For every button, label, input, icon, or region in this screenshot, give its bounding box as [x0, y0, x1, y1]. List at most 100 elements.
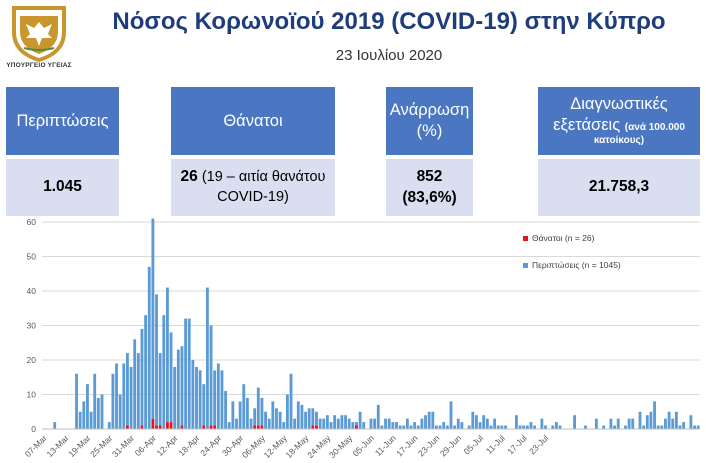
case-bar — [624, 425, 627, 429]
case-bar — [256, 387, 260, 426]
logo-text: ΥΠΟΥΡΓΕΙΟ ΥΓΕΙΑΣ — [6, 62, 72, 69]
case-bar — [482, 415, 486, 429]
tests-label-2: εξετάσεις — [553, 115, 621, 134]
case-bar — [75, 373, 78, 429]
case-bar — [285, 394, 289, 429]
case-bar — [544, 425, 547, 429]
case-bar — [696, 425, 700, 429]
case-bar — [435, 425, 438, 429]
death-bar — [256, 425, 260, 429]
case-bar — [180, 346, 184, 426]
case-bar — [187, 318, 191, 429]
x-tick-label: 07-Mar — [23, 433, 49, 459]
legend-swatch — [523, 236, 528, 241]
x-tick-label: 05-Jun — [351, 433, 377, 459]
case-bar — [329, 422, 333, 429]
case-bar — [140, 328, 144, 426]
case-bar — [289, 373, 293, 429]
death-bar — [158, 425, 162, 429]
case-bar — [344, 415, 347, 429]
case-bar — [609, 418, 613, 429]
case-bar — [460, 422, 464, 429]
case-bar — [340, 415, 344, 429]
case-bar — [82, 401, 86, 429]
x-tick-label: 23-Jun — [416, 433, 442, 459]
death-bar — [166, 422, 169, 429]
case-bar — [173, 366, 177, 429]
x-tick-label: 31-Mar — [110, 433, 136, 459]
case-bar — [300, 404, 304, 429]
case-bar — [78, 411, 82, 429]
recovery-value-pct: (83,6%) — [402, 188, 457, 206]
case-bar — [155, 294, 158, 426]
case-bar — [493, 418, 497, 429]
case-bar — [118, 394, 122, 429]
case-bar — [405, 418, 409, 429]
case-bar — [420, 418, 424, 429]
case-bar — [275, 408, 278, 429]
case-bar — [667, 411, 671, 429]
case-bar — [475, 415, 478, 429]
case-bar — [456, 418, 460, 429]
case-bar — [504, 425, 507, 429]
case-bar — [296, 401, 300, 429]
x-tick-label: 11-Jun — [373, 433, 398, 458]
y-tick-label: 20 — [27, 355, 37, 365]
case-bar — [594, 418, 598, 429]
case-bar — [427, 411, 431, 429]
death-bar — [209, 425, 213, 429]
case-bar — [674, 411, 678, 429]
case-bar — [122, 363, 126, 429]
case-bar — [362, 422, 366, 429]
case-bar — [307, 408, 311, 429]
cases-value: 1.045 — [43, 178, 82, 196]
tests-value: 21.758,3 — [588, 178, 650, 196]
case-bar — [216, 363, 220, 429]
case-bar — [231, 401, 235, 429]
deaths-value: 26 — [180, 168, 198, 186]
death-bar — [140, 425, 144, 429]
case-bar — [333, 415, 337, 429]
cases-label: Περιπτώσεις — [16, 111, 109, 130]
case-bar — [224, 391, 228, 429]
y-tick-label: 30 — [27, 321, 37, 331]
case-bar — [558, 425, 562, 429]
case-bar — [613, 425, 616, 429]
case-bar — [151, 218, 155, 419]
case-bar — [682, 422, 686, 429]
case-bar — [500, 425, 504, 429]
page-date: 23 Ιουλίου 2020 — [335, 47, 443, 64]
x-tick-label: 24-Apr — [198, 433, 223, 458]
case-bar — [89, 411, 93, 429]
case-bar — [369, 418, 373, 429]
ministry-coat-of-arms-logo — [12, 6, 66, 62]
case-bar — [242, 384, 246, 429]
deaths-value-note-2: COVID-19) — [217, 189, 289, 206]
x-tick-label: 06-Apr — [133, 433, 158, 458]
death-bar — [260, 425, 264, 429]
page-title: Νόσος Κορωνοϊού 2019 (COVID-19) στην Κύπ… — [112, 8, 666, 35]
case-bar — [424, 415, 427, 429]
death-bar — [311, 425, 315, 429]
case-bar — [238, 401, 242, 429]
recovery-label-unit: (%) — [416, 122, 443, 140]
case-bar — [253, 408, 257, 426]
case-bar — [304, 411, 307, 429]
death-bar — [213, 425, 217, 429]
tests-value-box: 21.758,3 — [538, 159, 700, 216]
case-bar — [315, 411, 318, 426]
case-bar — [376, 404, 380, 429]
case-bar — [191, 360, 195, 429]
case-bar — [518, 425, 522, 429]
x-tick-label: 11-Jul — [484, 433, 507, 456]
case-bar — [198, 370, 202, 429]
case-bar — [111, 373, 115, 429]
case-bar — [336, 418, 340, 429]
case-bar — [53, 422, 57, 429]
case-bar — [264, 411, 267, 429]
case-bar — [551, 425, 555, 429]
death-bar — [315, 425, 318, 429]
death-bar — [202, 425, 206, 429]
tests-label-note-2: κατοίκους) — [593, 135, 645, 147]
case-bar — [478, 422, 482, 429]
